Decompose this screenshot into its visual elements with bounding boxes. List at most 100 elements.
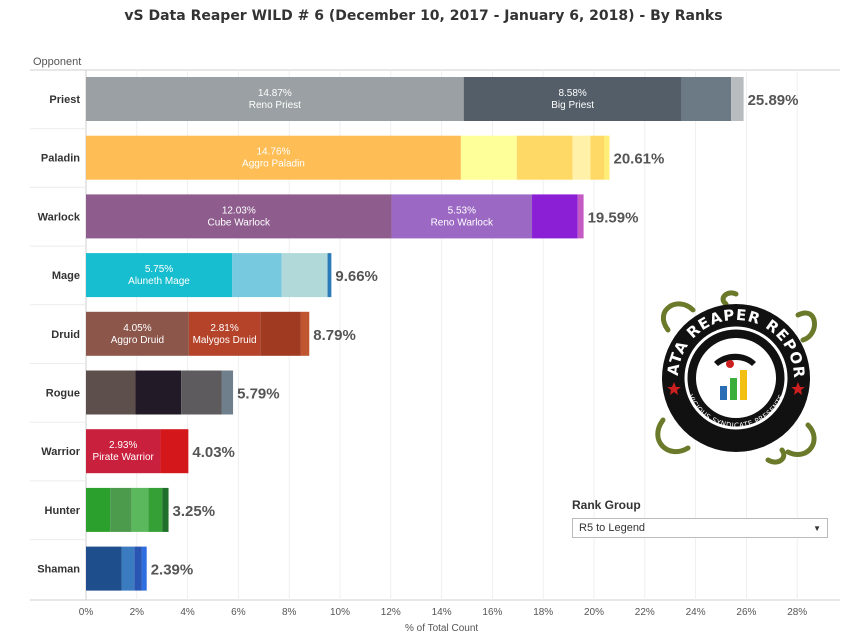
bar-segment[interactable] [463, 77, 682, 121]
category-label: Shaman [37, 564, 80, 576]
category-label: Mage [52, 270, 80, 282]
x-tick-label: 20% [584, 607, 604, 618]
bar-total-label: 8.79% [313, 327, 356, 344]
bar-segment[interactable] [181, 370, 222, 415]
bar-segment[interactable] [391, 194, 533, 239]
bar-segment[interactable] [86, 546, 122, 591]
bar-total-label: 4.03% [192, 444, 235, 461]
segment-value-label: 2.81% [210, 323, 238, 334]
x-tick-label: 10% [330, 607, 350, 618]
x-tick-label: 14% [432, 607, 452, 618]
bar-segment[interactable] [577, 194, 584, 239]
segment-archetype-label: Reno Priest [249, 100, 301, 111]
bar-segment[interactable] [221, 370, 234, 415]
segment-archetype-label: Aggro Druid [111, 335, 164, 346]
x-tick-label: 16% [482, 607, 502, 618]
segment-archetype-label: Reno Warlock [431, 217, 494, 228]
category-label: Hunter [45, 505, 81, 517]
segment-archetype-label: Malygos Druid [193, 335, 257, 346]
segment-value-label: 14.76% [256, 147, 290, 158]
segment-value-label: 14.87% [258, 88, 292, 99]
x-tick-label: 22% [635, 607, 655, 618]
x-tick-label: 8% [282, 607, 297, 618]
x-tick-label: 12% [381, 607, 401, 618]
bar-segment[interactable] [572, 135, 591, 180]
bar-segment[interactable] [86, 77, 464, 121]
segment-value-label: 2.93% [109, 440, 137, 451]
bar-segment[interactable] [141, 546, 147, 591]
bar-segment[interactable] [604, 135, 610, 180]
bar-segment[interactable] [86, 135, 461, 180]
bar-segment[interactable] [731, 77, 744, 121]
bar-segment[interactable] [300, 311, 310, 356]
bar-segment[interactable] [110, 487, 132, 532]
chevron-down-icon[interactable]: ▼ [813, 523, 821, 533]
bar-segment[interactable] [86, 370, 136, 415]
data-reaper-report-logo: DATA REAPER REPORT VICIOUS SYNDICATE PRE… [641, 276, 824, 466]
bar-segment[interactable] [188, 311, 261, 356]
segment-archetype-label: Big Priest [551, 100, 594, 111]
category-label: Warlock [38, 211, 81, 223]
bar-segment[interactable] [121, 546, 135, 591]
rank-group-filter: Rank Group R5 to Legend ▼ [572, 498, 828, 538]
bar-segment[interactable] [590, 135, 605, 180]
chart-title: vS Data Reaper WILD # 6 (December 10, 20… [124, 8, 723, 24]
bar-segment[interactable] [516, 135, 573, 180]
category-label: Paladin [41, 153, 80, 165]
bar-segment[interactable] [86, 311, 189, 356]
segment-value-label: 8.58% [558, 88, 586, 99]
bar-segment[interactable] [134, 546, 142, 591]
x-axis-title: % of Total Count [405, 623, 478, 634]
category-label: Priest [49, 94, 80, 106]
bars-layer: Priest 14.87%Reno Priest 8.58%Big Priest 25… [37, 77, 798, 591]
bar-segment[interactable] [131, 487, 149, 532]
bar-segment[interactable] [86, 429, 161, 474]
segment-value-label: 5.75% [145, 264, 173, 275]
bar-total-label: 3.25% [173, 503, 216, 520]
bar-segment[interactable] [160, 429, 189, 474]
x-tick-label: 26% [736, 607, 756, 618]
opponent-column-header: Opponent [33, 56, 82, 68]
x-tick-label: 24% [686, 607, 706, 618]
rank-group-dropdown[interactable]: R5 to Legend ▼ [572, 518, 828, 538]
x-tick-label: 28% [787, 607, 807, 618]
rank-group-title: Rank Group [572, 498, 641, 512]
x-tick-label: 18% [533, 607, 553, 618]
bar-segment[interactable] [135, 370, 182, 415]
category-label: Warrior [41, 446, 80, 458]
bar-total-label: 5.79% [237, 386, 280, 403]
bar-segment[interactable] [162, 487, 169, 532]
rank-group-selected-value: R5 to Legend [579, 522, 646, 534]
x-tick-label: 6% [231, 607, 246, 618]
bar-segment[interactable] [260, 311, 301, 356]
bar-segment[interactable] [86, 253, 233, 298]
bar-segment[interactable] [232, 253, 282, 298]
bar-total-label: 9.66% [335, 268, 378, 285]
segment-archetype-label: Pirate Warrior [93, 452, 155, 463]
bar-segment[interactable] [460, 135, 517, 180]
axis-layer: 0% 2% 4% 6% 8% 10% 12% 14% 16% 18% 20% 22% 24% 26% 28%… [79, 607, 808, 634]
segment-value-label: 4.05% [123, 323, 151, 334]
x-tick-label: 0% [79, 607, 94, 618]
bar-segment[interactable] [327, 253, 332, 298]
bar-total-label: 19.59% [588, 209, 639, 226]
bar-segment[interactable] [532, 194, 578, 239]
x-tick-label: 4% [180, 607, 195, 618]
bar-total-label: 25.89% [748, 92, 799, 109]
segment-archetype-label: Cube Warlock [208, 217, 271, 228]
segment-value-label: 5.53% [448, 205, 476, 216]
category-label: Rogue [46, 388, 80, 400]
bar-segment[interactable] [148, 487, 163, 532]
bar-segment[interactable] [681, 77, 732, 121]
bar-total-label: 2.39% [151, 562, 194, 579]
category-label: Druid [51, 329, 80, 341]
segment-archetype-label: Aluneth Mage [128, 276, 190, 287]
bar-segment[interactable] [86, 194, 392, 239]
segment-archetype-label: Aggro Paladin [242, 159, 305, 170]
bar-total-label: 20.61% [613, 151, 664, 168]
x-tick-label: 2% [130, 607, 145, 618]
bar-segment[interactable] [281, 253, 328, 298]
segment-value-label: 12.03% [222, 205, 256, 216]
bar-segment[interactable] [86, 487, 111, 532]
